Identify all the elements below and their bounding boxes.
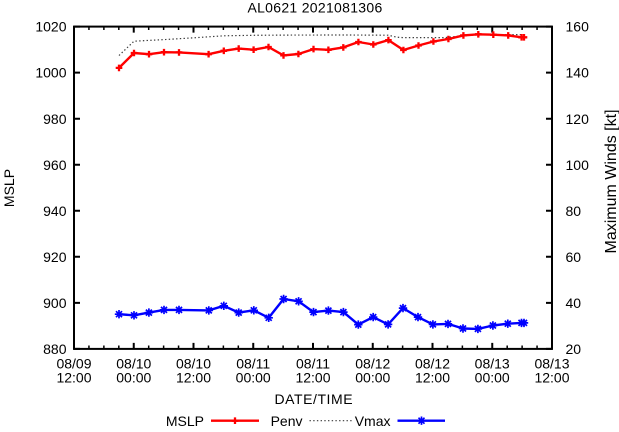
- svg-text:08/13: 08/13: [534, 356, 569, 372]
- svg-text:Vmax: Vmax: [355, 413, 391, 429]
- svg-text:00:00: 00:00: [116, 369, 151, 385]
- svg-text:980: 980: [43, 111, 67, 127]
- svg-text:DATE/TIME: DATE/TIME: [275, 391, 354, 407]
- svg-text:60: 60: [566, 249, 582, 265]
- svg-text:80: 80: [566, 203, 582, 219]
- svg-text:12:00: 12:00: [295, 369, 330, 385]
- svg-text:08/13: 08/13: [475, 356, 510, 372]
- svg-text:00:00: 00:00: [475, 369, 510, 385]
- svg-text:900: 900: [43, 295, 67, 311]
- svg-text:940: 940: [43, 203, 67, 219]
- svg-text:12:00: 12:00: [56, 369, 91, 385]
- svg-text:140: 140: [566, 65, 590, 81]
- svg-text:00:00: 00:00: [236, 369, 271, 385]
- svg-text:960: 960: [43, 157, 67, 173]
- svg-text:12:00: 12:00: [534, 369, 569, 385]
- svg-text:00:00: 00:00: [355, 369, 390, 385]
- svg-text:MSLP: MSLP: [1, 169, 17, 207]
- svg-text:08/10: 08/10: [176, 356, 211, 372]
- svg-text:Maximum Winds [kt]: Maximum Winds [kt]: [603, 109, 619, 253]
- svg-text:40: 40: [566, 295, 582, 311]
- svg-text:AL0621 2021081306: AL0621 2021081306: [247, 0, 382, 15]
- svg-text:920: 920: [43, 249, 67, 265]
- svg-text:1000: 1000: [35, 65, 66, 81]
- svg-text:880: 880: [43, 341, 67, 357]
- svg-text:08/11: 08/11: [296, 356, 330, 372]
- svg-text:08/12: 08/12: [415, 356, 450, 372]
- svg-text:12:00: 12:00: [415, 369, 450, 385]
- svg-text:08/10: 08/10: [116, 356, 151, 372]
- svg-text:120: 120: [566, 111, 590, 127]
- svg-text:08/11: 08/11: [236, 356, 270, 372]
- svg-text:08/09: 08/09: [56, 356, 91, 372]
- svg-text:MSLP: MSLP: [166, 413, 204, 429]
- svg-text:08/12: 08/12: [355, 356, 390, 372]
- svg-text:12:00: 12:00: [176, 369, 211, 385]
- svg-text:160: 160: [566, 19, 590, 35]
- svg-text:1020: 1020: [35, 19, 66, 35]
- svg-text:100: 100: [566, 157, 590, 173]
- svg-text:20: 20: [566, 341, 582, 357]
- svg-text:Penv: Penv: [271, 413, 303, 429]
